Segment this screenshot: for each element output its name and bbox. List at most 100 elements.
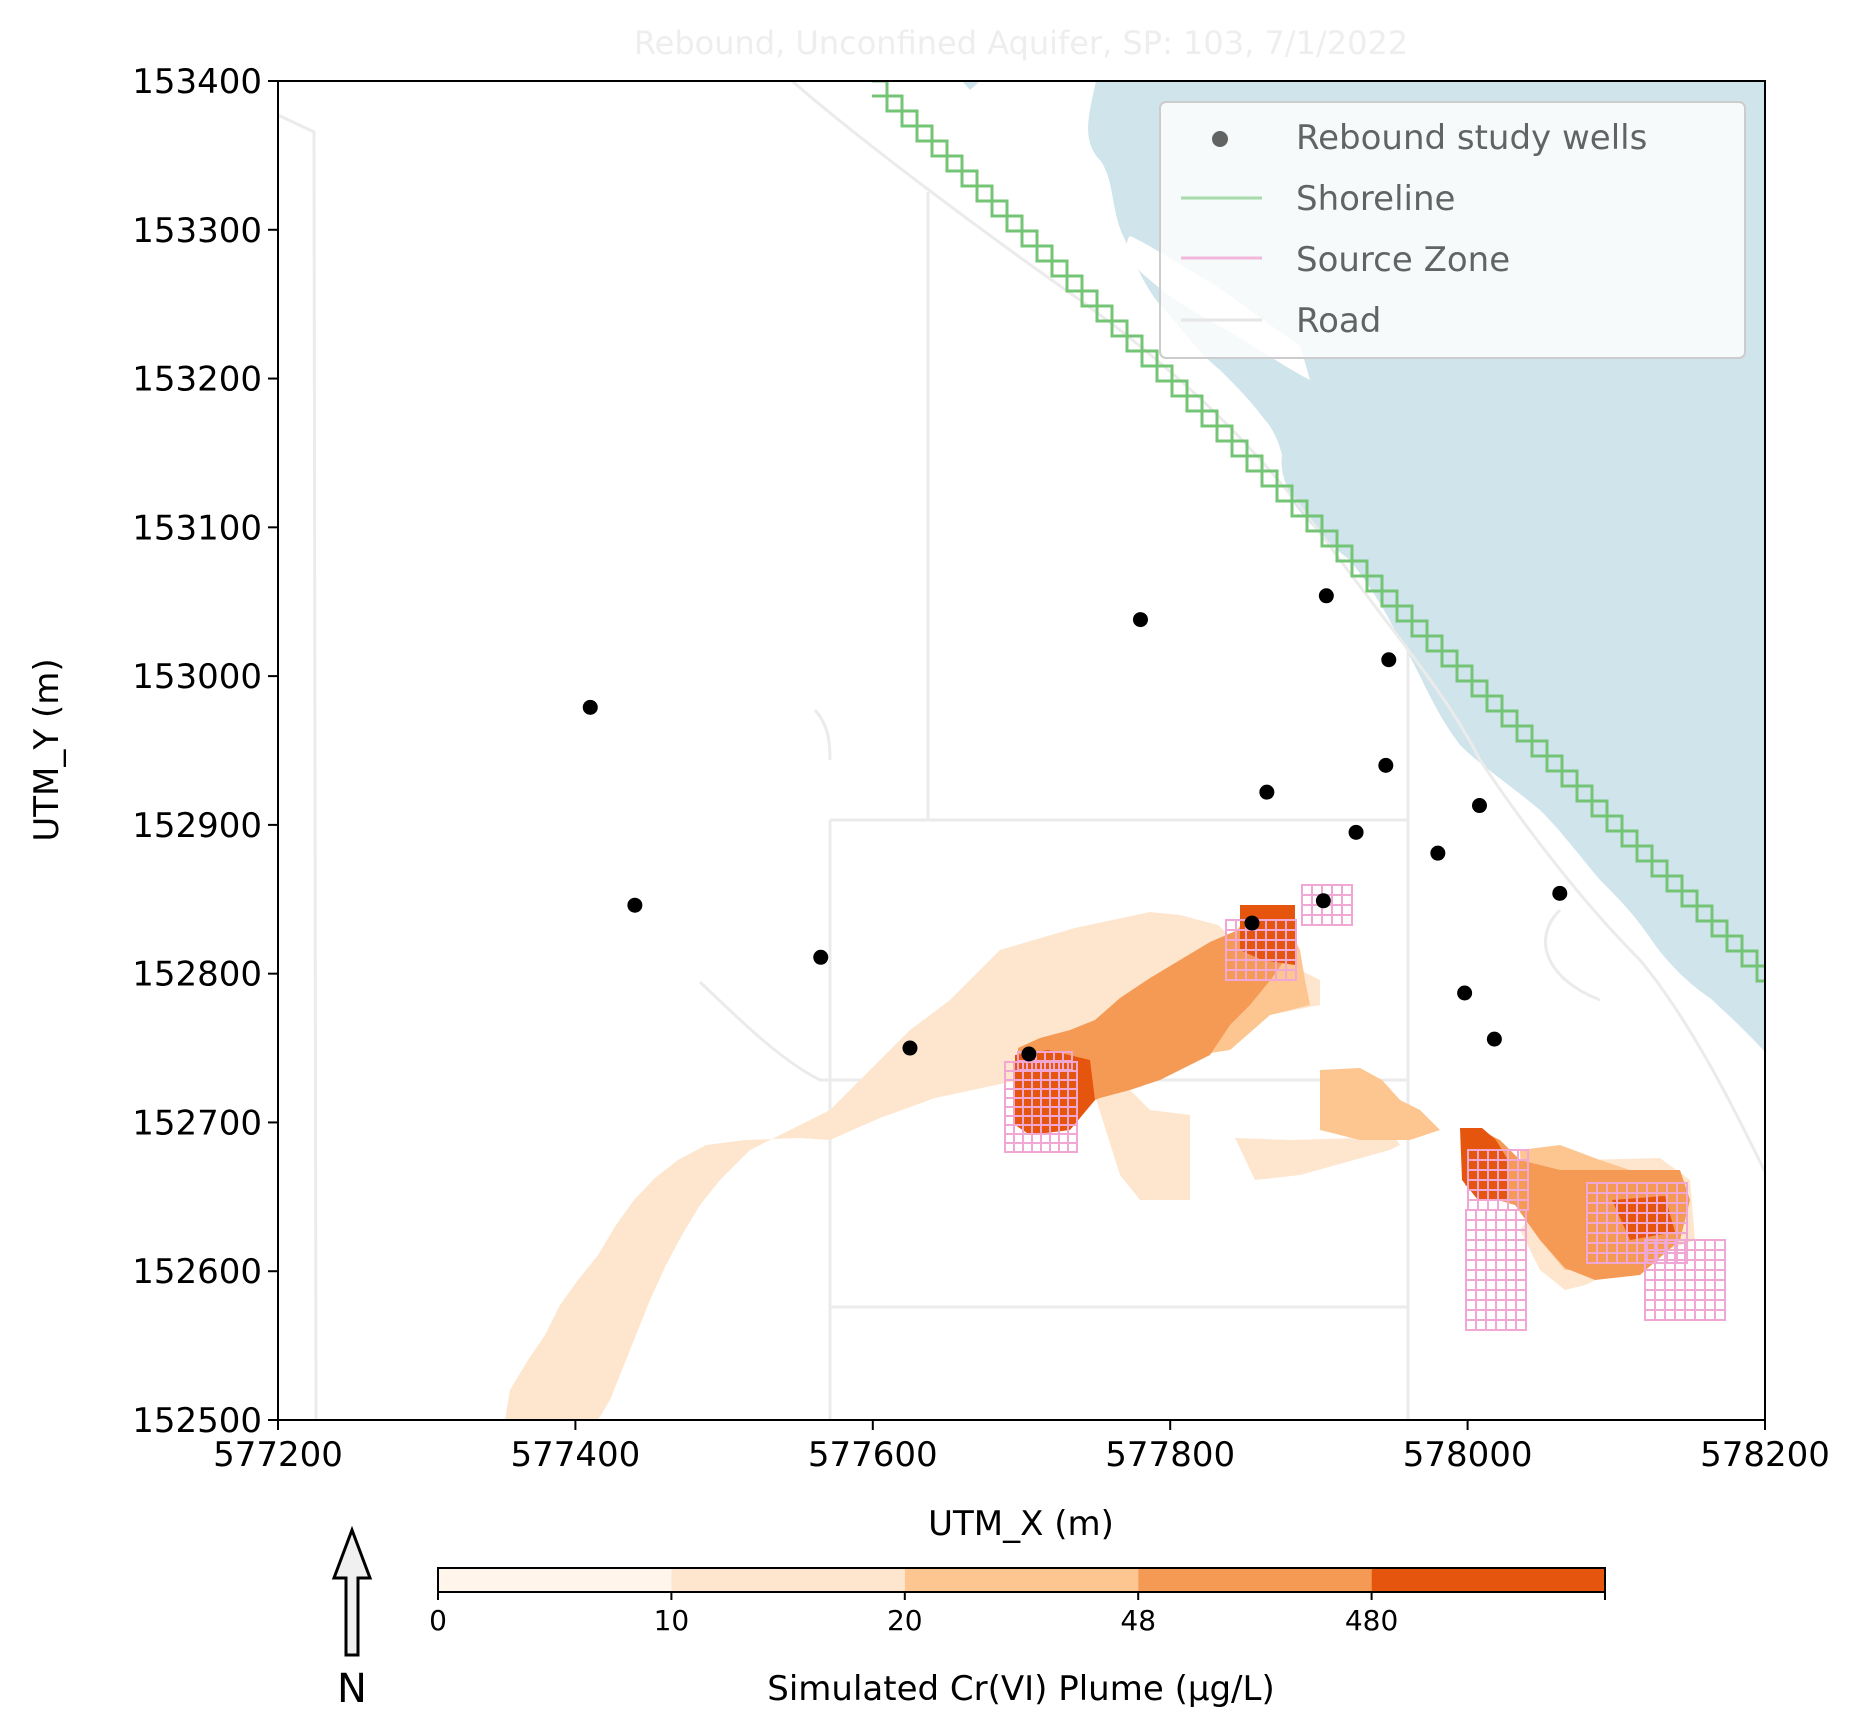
colorbar-tick-label: 10 (654, 1604, 690, 1637)
source-zone-cell (1515, 1269, 1527, 1281)
source-zone-cell (1664, 1309, 1676, 1321)
study-well-marker (1378, 757, 1394, 773)
source-zone-cell (1495, 1279, 1507, 1291)
source-zone-cell (1505, 1299, 1517, 1311)
source-zone-cell (1475, 1269, 1487, 1281)
source-zone-cell (1465, 1259, 1477, 1271)
source-zone-cell (1485, 1249, 1497, 1261)
source-zone-cell (1505, 1229, 1517, 1241)
source-zone-cell (1704, 1269, 1716, 1281)
source-zone-cell (1684, 1269, 1696, 1281)
source-zone-cell (1465, 1229, 1477, 1241)
source-zone-cell (1704, 1309, 1716, 1321)
plot-frame (277, 80, 1766, 1421)
source-zone-cell (1654, 1289, 1666, 1301)
study-well-marker (1315, 893, 1331, 909)
source-zone-cell (1714, 1269, 1726, 1281)
study-well-marker (813, 949, 829, 965)
source-zone-cell (1515, 1309, 1527, 1321)
source-zone-cell (1644, 1279, 1656, 1291)
source-zone-cell (1022, 1142, 1033, 1153)
source-zone-cell (1684, 1289, 1696, 1301)
source-zone-cell (1515, 1279, 1527, 1291)
y-tick-label: 152500 (132, 1401, 262, 1441)
source-zone-cell (1714, 1239, 1726, 1251)
source-zone-cell (1495, 1209, 1507, 1221)
source-zone-cell (1485, 1259, 1497, 1271)
source-zone-cell (1465, 1239, 1477, 1251)
source-zone-cell (1505, 1279, 1517, 1291)
legend-shoreline-label: Shoreline (1296, 179, 1455, 219)
source-zone-cell (1487, 1199, 1499, 1211)
study-well-marker (1381, 652, 1397, 668)
source-zone-cell (1505, 1249, 1517, 1261)
source-zone-cell (1664, 1279, 1676, 1291)
source-zone-cell (1004, 1106, 1015, 1117)
source-zone-cell (1714, 1299, 1726, 1311)
source-zone-cell (1505, 1269, 1517, 1281)
source-zone-cell (1331, 894, 1343, 906)
source-zone-cell (1505, 1289, 1517, 1301)
source-zone-cell (1311, 914, 1323, 926)
source-zone-cell (1062, 1060, 1073, 1071)
source-zone-cell (1674, 1269, 1686, 1281)
colorbar-tick-label: 480 (1345, 1604, 1398, 1637)
source-zone-cell (1341, 884, 1353, 896)
legend-road-label: Road (1296, 301, 1381, 341)
source-zone-cell (1505, 1219, 1517, 1231)
source-zone-cell (1467, 1199, 1479, 1211)
colorbar-tick-label: 20 (887, 1604, 923, 1637)
source-zone-cell (1465, 1209, 1477, 1221)
source-zone-cell (1004, 1142, 1015, 1153)
water-bay (1540, 950, 1765, 1080)
source-zone-cell (1465, 1219, 1477, 1231)
legend-source-label: Source Zone (1296, 240, 1510, 280)
legend: Rebound study wells Shoreline Source Zon… (1159, 101, 1746, 359)
source-zone-cell (1285, 969, 1297, 981)
y-tick-label: 152600 (132, 1252, 262, 1292)
source-zone-cell (1694, 1269, 1706, 1281)
north-arrow-icon (331, 1525, 373, 1657)
source-zone-cell (1040, 1133, 1051, 1144)
source-zone-cell (1331, 884, 1343, 896)
source-zone-cell (1495, 1219, 1507, 1231)
source-zone-cell (1004, 1088, 1015, 1099)
source-zone-cell (1654, 1279, 1666, 1291)
source-zone-cell (1031, 1133, 1042, 1144)
source-zone-cell (1475, 1209, 1487, 1221)
colorbar-frame (437, 1567, 1606, 1593)
source-zone-cell (1515, 1299, 1527, 1311)
source-zone-cell (1664, 1299, 1676, 1311)
chart-title: Rebound, Unconfined Aquifer, SP: 103, 7/… (634, 24, 1408, 62)
source-zone-cell (1644, 1269, 1656, 1281)
y-tick-label: 152700 (132, 1103, 262, 1143)
source-zone-cell (1674, 1309, 1686, 1321)
study-well-marker (1132, 612, 1148, 628)
source-zone-cell (1475, 1229, 1487, 1241)
source-zone-cell (1505, 1239, 1517, 1251)
source-zone-cell (1704, 1299, 1716, 1311)
source-zone-cell (1505, 1309, 1517, 1321)
y-tick-label: 153300 (132, 211, 262, 251)
source-zone-cell (1225, 919, 1237, 931)
x-tick-label: 577600 (808, 1435, 938, 1475)
source-zone-cell (1321, 914, 1333, 926)
source-zone-cell (1341, 894, 1353, 906)
source-zone-cell (1485, 1209, 1497, 1221)
source-zone-cell (1485, 1229, 1497, 1241)
source-zone-cell (1644, 1309, 1656, 1321)
x-tick-label: 577800 (1105, 1435, 1235, 1475)
source-zone-cell (1654, 1309, 1666, 1321)
source-zone-cell (1331, 904, 1343, 916)
source-zone-cell (1022, 1133, 1033, 1144)
source-zone-cell (1475, 1299, 1487, 1311)
source-zone-cell (1674, 1299, 1686, 1311)
source-zone-cell (1714, 1289, 1726, 1301)
study-well-marker (1259, 784, 1275, 800)
study-well-marker (902, 1040, 918, 1056)
colorbar-swatch (1138, 1568, 1372, 1592)
y-tick-label: 153100 (132, 508, 262, 548)
source-zone-cell (1495, 1229, 1507, 1241)
source-zone-cell (1301, 904, 1313, 916)
